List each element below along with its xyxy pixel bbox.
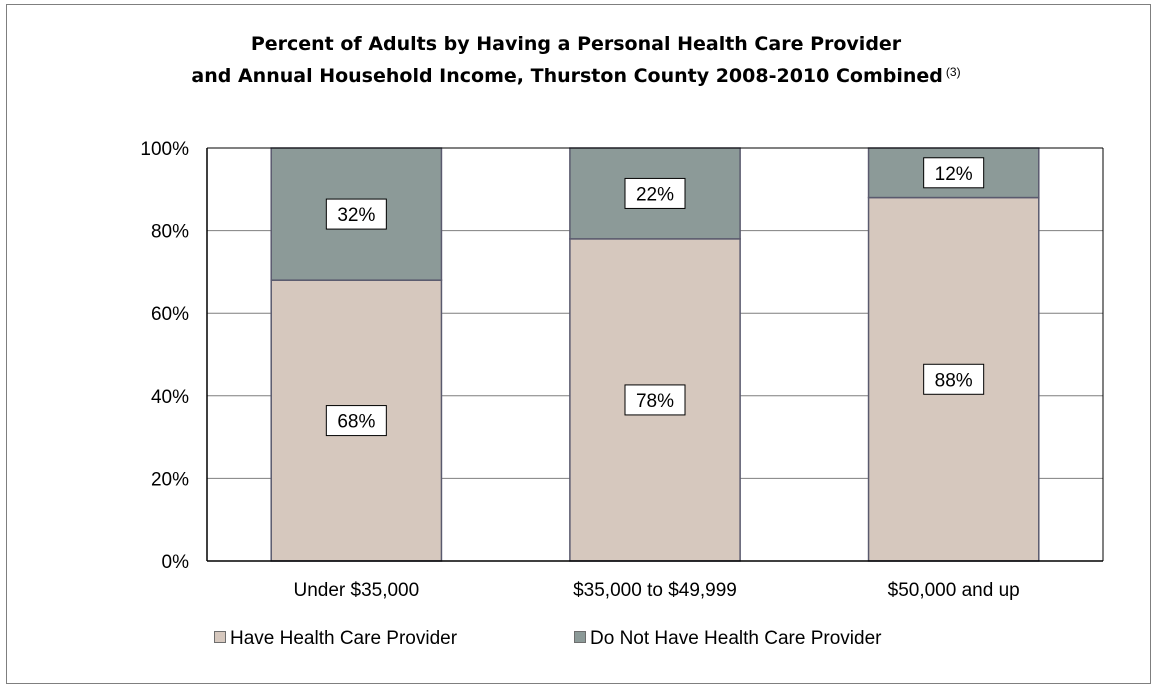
- data-label: 68%: [337, 412, 375, 433]
- title-line-2-text: and Annual Household Income, Thurston Co…: [191, 65, 943, 87]
- data-label-box: [624, 384, 686, 416]
- legend-swatch-have: [214, 631, 226, 643]
- chart-title: Percent of Adults by Having a Personal H…: [0, 30, 1152, 90]
- data-label-box: [923, 363, 985, 395]
- title-line-2: and Annual Household Income, Thurston Co…: [0, 58, 1152, 90]
- x-category-label: $50,000 and up: [888, 580, 1020, 601]
- legend-item-have: Have Health Care Provider: [214, 628, 457, 650]
- data-label: 22%: [636, 184, 674, 205]
- data-label-box: [624, 177, 686, 209]
- data-label: 32%: [337, 205, 375, 226]
- legend-label-have: Have Health Care Provider: [230, 628, 458, 649]
- data-label-box: [923, 157, 985, 189]
- data-label: 88%: [935, 370, 973, 391]
- legend-item-not-have: Do Not Have Health Care Provider: [574, 628, 881, 650]
- x-category-label: Under $35,000: [293, 580, 419, 601]
- y-tick-label: 40%: [151, 387, 189, 408]
- y-tick-label: 60%: [151, 304, 189, 325]
- data-label-box: [325, 198, 387, 230]
- y-tick-label: 20%: [151, 469, 189, 490]
- legend: Have Health Care Provider Do Not Have He…: [0, 628, 1152, 654]
- x-category-label: $35,000 to $49,999: [573, 580, 737, 601]
- title-footnote: (3): [945, 65, 961, 79]
- data-label: 12%: [935, 164, 973, 185]
- legend-swatch-not-have: [574, 631, 586, 643]
- data-label: 78%: [636, 391, 674, 412]
- title-line-1: Percent of Adults by Having a Personal H…: [250, 33, 902, 55]
- y-tick-label: 100%: [140, 139, 189, 160]
- data-label-box: [325, 405, 387, 437]
- stacked-bar-chart: 0% 20% 40% 60% 80% 100% Under $35,000 $35,000 t…: [140, 139, 1104, 601]
- y-tick-label: 0%: [162, 552, 190, 573]
- y-tick-label: 80%: [151, 222, 189, 243]
- legend-label-not-have: Do Not Have Health Care Provider: [590, 628, 882, 649]
